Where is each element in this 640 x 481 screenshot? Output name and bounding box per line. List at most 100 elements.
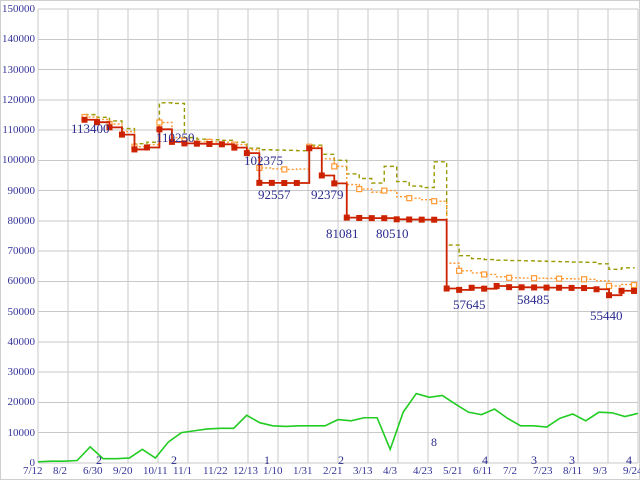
x-tick-label: 7/23 [533,465,553,477]
marker-main [556,284,563,291]
marker-main [206,140,213,147]
series-main-price [84,118,635,297]
volume-data-label: 1 [264,453,270,467]
price-data-label: 92557 [258,187,291,202]
marker-main [306,145,313,152]
marker-main [293,179,300,186]
x-tick-label: 6/30 [83,465,103,477]
y-tick-label: 110000 [2,124,35,137]
marker-main [593,286,600,293]
marker-main [493,282,500,289]
marker-main [618,287,625,294]
price-data-label: 113400 [71,121,110,136]
y-tick-label: 0 [29,457,36,469]
volume-data-label: 2 [338,453,344,467]
marker-main [231,144,238,151]
marker-main [243,150,250,157]
y-tick-label: 10000 [7,426,36,439]
x-tick-label: 7/12 [23,465,43,477]
marker-main [468,284,475,291]
marker-main [581,285,588,292]
marker-main [518,284,525,291]
y-tick-label: 30000 [7,366,36,379]
marker-main [606,292,613,299]
marker-main [431,216,438,223]
marker-main [631,287,637,294]
marker-main [256,179,263,186]
marker-main [356,214,363,221]
gridlines [37,8,639,464]
x-tick-label: 5/21 [443,465,463,477]
y-tick-label: 80000 [7,214,36,227]
marker-main [81,116,88,123]
marker-main [168,138,175,145]
marker-main [506,284,513,291]
price-data-label: 57645 [453,297,486,312]
x-tick-label: 9/24 [623,465,640,477]
marker-upper [630,281,638,289]
y-tick-label: 40000 [7,335,36,348]
marker-upper [356,185,363,193]
marker-upper [580,276,588,283]
marker-main [331,180,338,187]
marker-upper [506,274,513,281]
volume-data-label: 3 [569,453,575,467]
marker-main [568,284,575,291]
x-tick-label: 4/3 [383,465,398,477]
x-tick-label: 9/20 [113,465,133,477]
marker-main [93,119,100,126]
marker-main [193,140,200,147]
x-tick-label: 1/10 [263,465,283,477]
marker-main [368,215,375,222]
marker-upper [406,195,413,202]
volume-data-label: 8 [431,435,437,449]
x-tick-label: 6/11 [473,465,493,477]
marker-main [106,124,113,131]
price-data-label: 110250 [156,130,195,145]
x-tick-label: 2/21 [323,465,343,477]
x-tick-label: 9/3 [593,465,608,477]
x-tick-label: 1/31 [293,465,313,477]
volume-data-label: 2 [96,453,102,467]
y-tick-label: 150000 [2,3,35,15]
x-tick-label: 12/13 [233,465,259,477]
marker-main [343,214,350,221]
marker-main [443,285,450,292]
marker-main [131,146,138,153]
marker-upper [605,282,613,290]
marker-main [456,286,463,293]
x-tick-label: 11/22 [203,465,228,477]
series-volume [37,392,639,463]
y-tick-label: 20000 [7,396,36,409]
marker-main [481,285,488,292]
marker-main [143,144,150,151]
marker-main [543,284,550,291]
price-data-label: 102375 [244,153,283,168]
marker-main [406,216,413,223]
marker-upper [456,267,463,274]
volume-data-label: 4 [482,453,488,467]
price-data-label: 92379 [311,187,344,202]
y-tick-label: 140000 [2,33,35,46]
volume-data-label: 4 [626,453,632,467]
x-tick-label: 10/11 [143,465,168,477]
price-data-label: 55440 [590,308,623,323]
marker-upper [156,119,163,126]
marker-main [393,216,400,223]
marker-upper [381,187,388,194]
x-tick-label: 8/11 [563,465,583,477]
marker-main [268,179,275,186]
y-tick-label: 90000 [7,184,36,197]
marker-upper [431,198,438,205]
price-data-label: 80510 [376,226,409,241]
marker-upper [481,271,488,278]
y-tick-label: 100000 [2,154,35,167]
y-tick-label: 120000 [2,93,35,106]
price-data-label: 58485 [517,292,550,307]
marker-main [531,284,538,291]
series-outer-dashed [84,102,635,270]
y-tick-label: 50000 [7,305,36,318]
marker-main [218,141,225,148]
marker-upper [555,275,563,282]
